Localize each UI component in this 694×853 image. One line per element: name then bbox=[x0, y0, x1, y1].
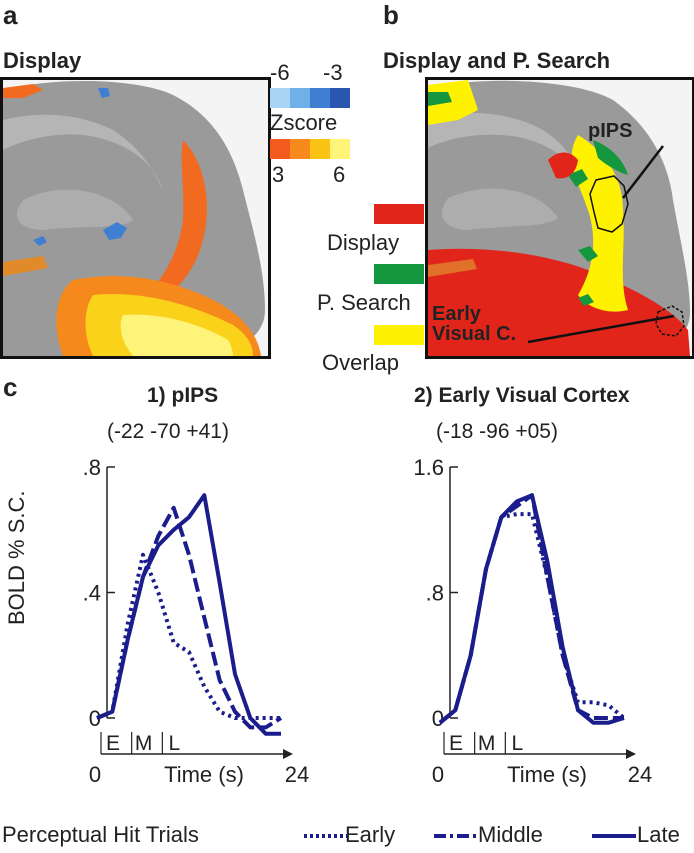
scale-swatch bbox=[330, 88, 350, 108]
scale-swatch bbox=[330, 139, 350, 159]
scale-swatch bbox=[290, 139, 310, 159]
brain-image-display bbox=[0, 77, 271, 359]
phase-label: E bbox=[106, 732, 120, 755]
label-early-line1: Early bbox=[432, 303, 481, 325]
series-line-late bbox=[438, 493, 625, 725]
y-tick-label: .4 bbox=[83, 581, 101, 606]
y-tick-label: 0 bbox=[432, 706, 444, 731]
series-line-middle bbox=[96, 505, 283, 730]
zscore-neg-min: -6 bbox=[270, 60, 290, 85]
scale-swatch bbox=[310, 139, 330, 159]
zscore-label: Zscore bbox=[270, 110, 338, 135]
scale-swatch bbox=[290, 88, 310, 108]
y-tick-label: 0 bbox=[89, 706, 101, 731]
legend-swatch-display bbox=[374, 204, 424, 224]
x-axis-label: Time (s) bbox=[164, 762, 244, 787]
series-line-early bbox=[438, 512, 626, 725]
x-axis-arrow bbox=[626, 749, 636, 759]
zscore-neg-max: -3 bbox=[323, 60, 343, 85]
chart2-coords: (-18 -96 +05) bbox=[436, 420, 558, 443]
legend-line-middle bbox=[434, 834, 478, 838]
legend-swatch-overlap bbox=[374, 325, 424, 345]
legend-label-overlap: Overlap bbox=[322, 350, 400, 375]
label-pips: pIPS bbox=[588, 120, 633, 142]
label-early-line2: Visual C. bbox=[432, 323, 517, 345]
phase-label: L bbox=[168, 732, 180, 755]
x-tick-label: 24 bbox=[285, 762, 309, 787]
legend-c-early: Early bbox=[345, 822, 396, 847]
y-tick-label: .8 bbox=[83, 455, 101, 480]
chart1-coords: (-22 -70 +41) bbox=[107, 420, 229, 443]
brain-image-display-search bbox=[425, 77, 694, 359]
legend-line-early bbox=[304, 834, 348, 838]
x-tick-label: 0 bbox=[432, 762, 444, 787]
label-early-visual: Early Visual C. bbox=[432, 304, 516, 344]
chart1-title: 1) pIPS bbox=[147, 384, 219, 407]
scale-swatch bbox=[270, 139, 290, 159]
legend-label-display: Display bbox=[327, 230, 400, 255]
chart2-title: 2) Early Visual Cortex bbox=[414, 384, 630, 407]
panel-letter-a: a bbox=[3, 0, 18, 30]
y-tick-label: 1.6 bbox=[413, 455, 444, 480]
x-tick-label: 0 bbox=[89, 762, 101, 787]
legend-label-search: P. Search bbox=[317, 290, 411, 315]
series-line-early bbox=[96, 552, 281, 720]
panel-title-b: Display and P. Search bbox=[383, 48, 611, 73]
legend-line-late bbox=[592, 834, 636, 838]
zscore-negative-scale bbox=[270, 88, 350, 108]
scale-swatch bbox=[310, 88, 330, 108]
legend-c-late: Late bbox=[637, 822, 680, 847]
scale-swatch bbox=[270, 88, 290, 108]
legend-c-prefix: Perceptual Hit Trials bbox=[2, 822, 199, 847]
x-axis-label: Time (s) bbox=[507, 762, 587, 787]
chart-pips: 0 .4 .8 E M L 0 24 Time (s) bbox=[83, 455, 310, 787]
panel-title-a: Display bbox=[3, 48, 82, 73]
legend-swatch-search bbox=[374, 264, 424, 284]
y-tick-label: .8 bbox=[426, 581, 444, 606]
phase-label: M bbox=[135, 732, 153, 755]
zscore-pos-max: 6 bbox=[333, 162, 346, 187]
panel-letter-c: c bbox=[3, 372, 18, 402]
series-line-late bbox=[96, 493, 281, 736]
legend-c-middle: Middle bbox=[478, 822, 543, 847]
zscore-pos-min: 3 bbox=[272, 162, 285, 187]
x-axis-arrow bbox=[283, 749, 293, 759]
chart-early-visual: 0 .8 1.6 E M L 0 24 Time (s) bbox=[413, 455, 652, 787]
phase-label: E bbox=[449, 732, 463, 755]
x-tick-label: 24 bbox=[628, 762, 652, 787]
zscore-positive-scale bbox=[270, 139, 350, 159]
phase-label: M bbox=[478, 732, 496, 755]
phase-label: L bbox=[511, 732, 523, 755]
panel-letter-b: b bbox=[383, 0, 399, 30]
series-line-middle bbox=[438, 493, 624, 725]
